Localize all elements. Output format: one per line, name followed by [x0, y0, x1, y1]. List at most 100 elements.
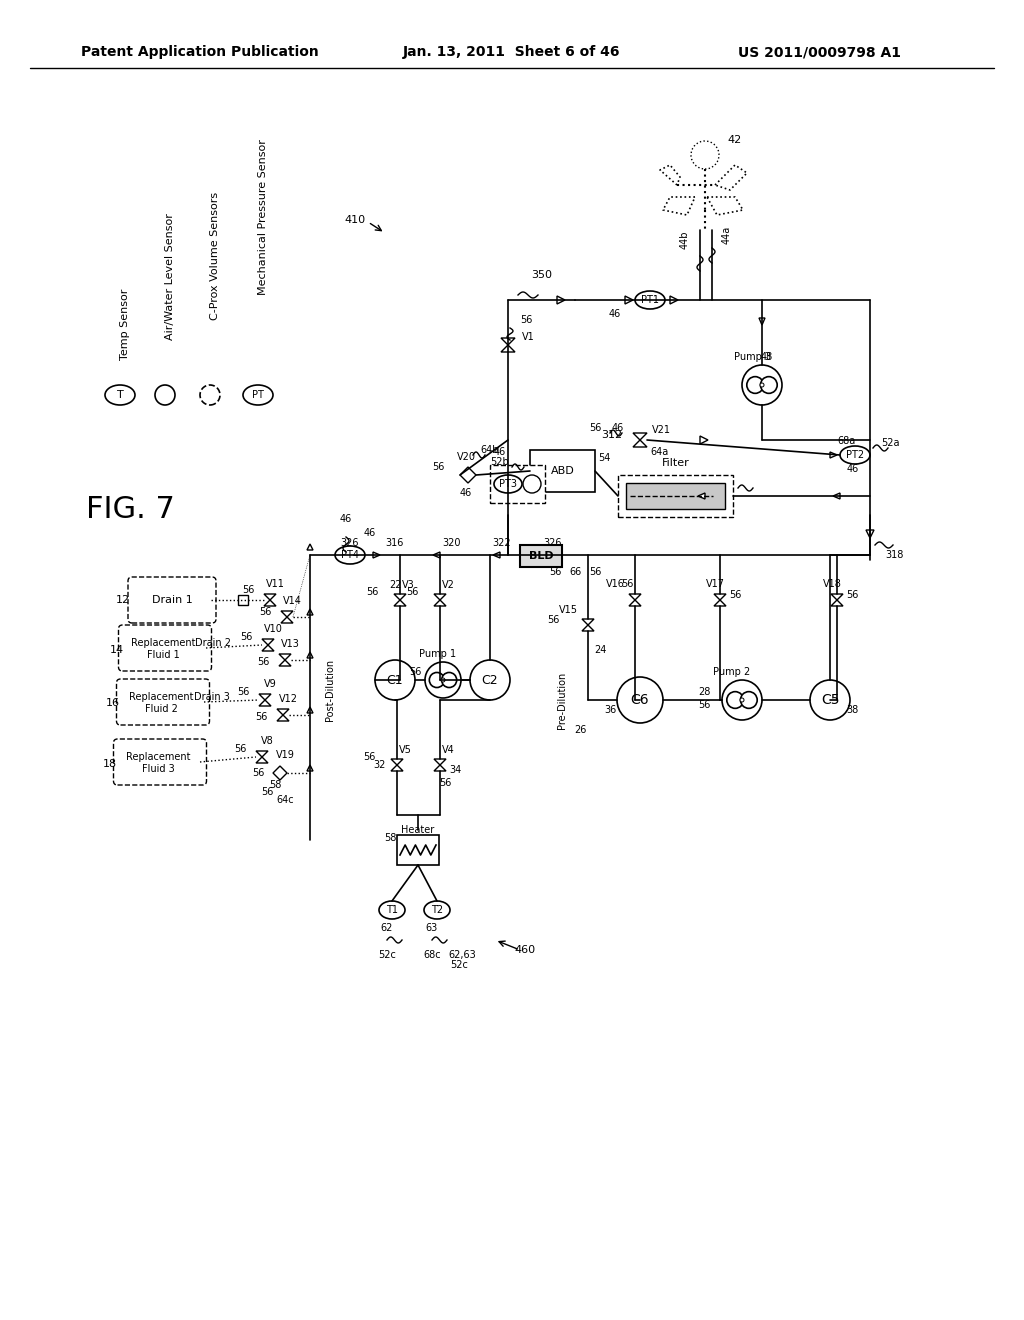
Text: 56: 56 [432, 462, 444, 473]
Text: 56: 56 [439, 777, 452, 788]
Text: V11: V11 [265, 579, 285, 589]
Text: 56: 56 [257, 657, 269, 667]
Text: V20: V20 [457, 451, 475, 462]
Text: Pump 2: Pump 2 [714, 667, 751, 677]
Polygon shape [625, 296, 633, 304]
Text: PT: PT [252, 389, 264, 400]
Ellipse shape [494, 475, 522, 492]
Text: 68a: 68a [838, 436, 856, 446]
Polygon shape [281, 611, 293, 616]
Circle shape [740, 692, 757, 709]
Polygon shape [307, 652, 313, 657]
Circle shape [425, 663, 461, 698]
Circle shape [441, 678, 445, 682]
Polygon shape [670, 296, 678, 304]
Text: 56: 56 [589, 568, 601, 577]
Text: 22: 22 [389, 579, 401, 590]
Text: 48: 48 [761, 352, 773, 362]
Polygon shape [262, 639, 274, 645]
Polygon shape [279, 660, 291, 667]
Circle shape [722, 680, 762, 719]
Text: 42: 42 [728, 135, 742, 145]
Text: V10: V10 [263, 624, 283, 634]
Text: Jan. 13, 2011  Sheet 6 of 46: Jan. 13, 2011 Sheet 6 of 46 [403, 45, 621, 59]
Text: V2: V2 [441, 579, 455, 590]
Text: 56: 56 [366, 587, 378, 597]
Text: Filter: Filter [662, 458, 689, 469]
Bar [490, 465, 545, 503]
Text: 320: 320 [442, 539, 461, 548]
Text: Replacement: Replacement [131, 638, 196, 648]
Text: 322: 322 [493, 539, 511, 548]
Polygon shape [279, 653, 291, 660]
Text: 410: 410 [344, 215, 366, 224]
Text: Pump 3: Pump 3 [734, 352, 771, 362]
Polygon shape [307, 544, 313, 550]
FancyBboxPatch shape [114, 739, 207, 785]
Polygon shape [557, 296, 565, 304]
Text: Replacement: Replacement [129, 692, 194, 702]
Text: 66: 66 [569, 568, 582, 577]
Text: 64a: 64a [650, 447, 669, 457]
Ellipse shape [424, 902, 450, 919]
Text: 56: 56 [549, 568, 561, 577]
Polygon shape [830, 451, 837, 458]
Text: C-Prox Volume Sensors: C-Prox Volume Sensors [210, 191, 220, 319]
Text: T: T [117, 389, 123, 400]
Ellipse shape [635, 290, 665, 309]
Circle shape [523, 475, 541, 492]
Text: 28: 28 [697, 686, 711, 697]
Text: 460: 460 [514, 945, 536, 954]
Polygon shape [259, 694, 271, 700]
Text: 62,63: 62,63 [449, 950, 476, 960]
Text: 44b: 44b [680, 231, 690, 249]
Text: 64b: 64b [480, 445, 500, 455]
Text: 32: 32 [373, 760, 385, 770]
Text: V15: V15 [558, 605, 578, 615]
Circle shape [742, 366, 782, 405]
Text: 316: 316 [386, 539, 404, 548]
Text: Patent Application Publication: Patent Application Publication [81, 45, 318, 59]
Text: Pre-Dilution: Pre-Dilution [557, 672, 567, 729]
Text: 64c: 64c [276, 795, 294, 805]
Circle shape [810, 680, 850, 719]
Text: Fluid 1: Fluid 1 [146, 649, 179, 660]
Text: V18: V18 [822, 579, 842, 589]
Text: Fluid 3: Fluid 3 [141, 764, 174, 774]
Text: PT2: PT2 [846, 450, 864, 459]
Text: US 2011/0009798 A1: US 2011/0009798 A1 [738, 45, 901, 59]
Text: PT1: PT1 [641, 294, 659, 305]
Text: 34: 34 [449, 766, 461, 775]
Text: 18: 18 [103, 759, 117, 770]
Text: C6: C6 [631, 693, 649, 708]
Text: C2: C2 [481, 673, 499, 686]
Text: 56: 56 [520, 315, 532, 325]
Polygon shape [501, 338, 515, 345]
Ellipse shape [335, 546, 365, 564]
Text: 26: 26 [573, 725, 586, 735]
Text: 46: 46 [847, 465, 859, 474]
Ellipse shape [243, 385, 273, 405]
Text: 68c: 68c [423, 950, 440, 960]
Circle shape [691, 141, 719, 169]
Text: Drain 2: Drain 2 [195, 638, 231, 648]
FancyBboxPatch shape [117, 678, 210, 725]
Text: C5: C5 [821, 693, 840, 708]
Text: 56: 56 [621, 579, 633, 589]
Text: V1: V1 [522, 333, 535, 342]
Circle shape [617, 677, 663, 723]
Polygon shape [262, 645, 274, 651]
Polygon shape [434, 766, 446, 771]
Text: Drain 3: Drain 3 [195, 692, 230, 702]
Text: 56: 56 [409, 667, 421, 677]
Text: BLD: BLD [528, 550, 553, 561]
Text: 56: 56 [252, 768, 264, 777]
Polygon shape [866, 531, 874, 539]
FancyBboxPatch shape [128, 577, 216, 623]
Text: 38: 38 [846, 705, 858, 715]
Text: 63: 63 [426, 923, 438, 933]
Text: 56: 56 [846, 590, 858, 601]
Polygon shape [434, 594, 446, 601]
Polygon shape [391, 766, 403, 771]
Polygon shape [281, 616, 293, 623]
